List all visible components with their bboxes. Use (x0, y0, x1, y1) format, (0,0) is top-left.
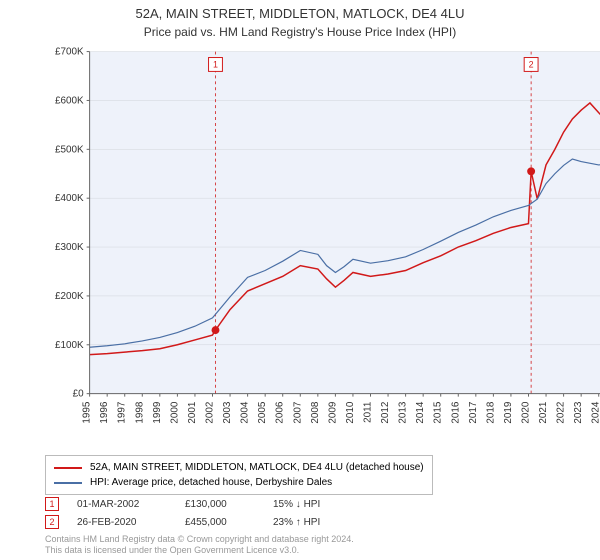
svg-text:2024: 2024 (591, 401, 600, 424)
svg-text:2007: 2007 (292, 401, 303, 424)
svg-text:2015: 2015 (433, 401, 444, 424)
svg-text:2006: 2006 (275, 401, 286, 424)
chart-subtitle: Price paid vs. HM Land Registry's House … (0, 23, 600, 39)
legend-item: HPI: Average price, detached house, Derb… (54, 475, 424, 490)
svg-text:2003: 2003 (222, 401, 233, 424)
chart-title: 52A, MAIN STREET, MIDDLETON, MATLOCK, DE… (0, 0, 600, 23)
transaction-date: 01-MAR-2002 (77, 499, 167, 510)
svg-text:£200K: £200K (55, 291, 84, 302)
transaction-row: 1 01-MAR-2002 £130,000 15% ↓ HPI (45, 495, 363, 513)
chart-container: 52A, MAIN STREET, MIDDLETON, MATLOCK, DE… (0, 0, 600, 560)
legend-label: 52A, MAIN STREET, MIDDLETON, MATLOCK, DE… (90, 460, 424, 475)
svg-text:£100K: £100K (55, 340, 84, 351)
svg-text:2008: 2008 (310, 401, 321, 424)
svg-text:2018: 2018 (485, 401, 496, 424)
svg-text:1997: 1997 (117, 401, 128, 424)
svg-text:2005: 2005 (257, 401, 268, 424)
transaction-marker: 1 (45, 497, 59, 511)
svg-text:£500K: £500K (55, 144, 84, 155)
legend-label: HPI: Average price, detached house, Derb… (90, 475, 332, 490)
transaction-table: 1 01-MAR-2002 £130,000 15% ↓ HPI 2 26-FEB-202… (45, 495, 363, 531)
svg-text:2: 2 (529, 59, 534, 69)
svg-text:£700K: £700K (55, 47, 84, 58)
svg-text:2010: 2010 (345, 401, 356, 424)
transaction-date: 26-FEB-2020 (77, 517, 167, 528)
chart-plot-area: £0 £100K £200K £300K £400K £500K £600K £700K 1 2 1… (45, 48, 585, 423)
transaction-marker: 2 (45, 515, 59, 529)
svg-text:2009: 2009 (327, 401, 338, 424)
svg-text:2011: 2011 (362, 401, 373, 423)
svg-text:2002: 2002 (205, 401, 216, 424)
svg-text:2000: 2000 (169, 401, 180, 424)
svg-text:1999: 1999 (152, 401, 163, 424)
footnote: Contains HM Land Registry data © Crown c… (45, 534, 354, 556)
svg-text:1998: 1998 (134, 401, 145, 424)
legend-swatch (54, 482, 82, 484)
legend-swatch (54, 467, 82, 469)
footnote-line: Contains HM Land Registry data © Crown c… (45, 534, 354, 545)
transaction-price: £130,000 (185, 499, 255, 510)
svg-text:£600K: £600K (55, 95, 84, 106)
legend-item: 52A, MAIN STREET, MIDDLETON, MATLOCK, DE… (54, 460, 424, 475)
legend-box: 52A, MAIN STREET, MIDDLETON, MATLOCK, DE… (45, 455, 433, 495)
svg-text:£300K: £300K (55, 242, 84, 253)
svg-text:2020: 2020 (520, 401, 531, 424)
svg-text:2017: 2017 (468, 401, 479, 424)
svg-text:2021: 2021 (538, 401, 549, 424)
svg-text:1: 1 (213, 59, 218, 69)
svg-text:£400K: £400K (55, 193, 84, 204)
svg-text:2016: 2016 (450, 401, 461, 424)
svg-text:2004: 2004 (240, 401, 251, 424)
transaction-pct: 15% ↓ HPI (273, 499, 363, 510)
transaction-pct: 23% ↑ HPI (273, 517, 363, 528)
svg-text:2023: 2023 (573, 401, 584, 424)
svg-text:2022: 2022 (556, 401, 567, 424)
footnote-line: This data is licensed under the Open Gov… (45, 545, 354, 556)
chart-svg: £0 £100K £200K £300K £400K £500K £600K £700K 1 2 1… (45, 48, 600, 425)
svg-text:£0: £0 (73, 389, 85, 400)
transaction-price: £455,000 (185, 517, 255, 528)
svg-text:1996: 1996 (99, 401, 110, 424)
svg-text:2019: 2019 (503, 401, 514, 424)
transaction-row: 2 26-FEB-2020 £455,000 23% ↑ HPI (45, 513, 363, 531)
svg-text:2014: 2014 (415, 401, 426, 424)
svg-text:2012: 2012 (380, 401, 391, 424)
svg-text:2013: 2013 (398, 401, 409, 424)
svg-text:2001: 2001 (187, 401, 198, 424)
svg-text:1995: 1995 (82, 401, 93, 424)
